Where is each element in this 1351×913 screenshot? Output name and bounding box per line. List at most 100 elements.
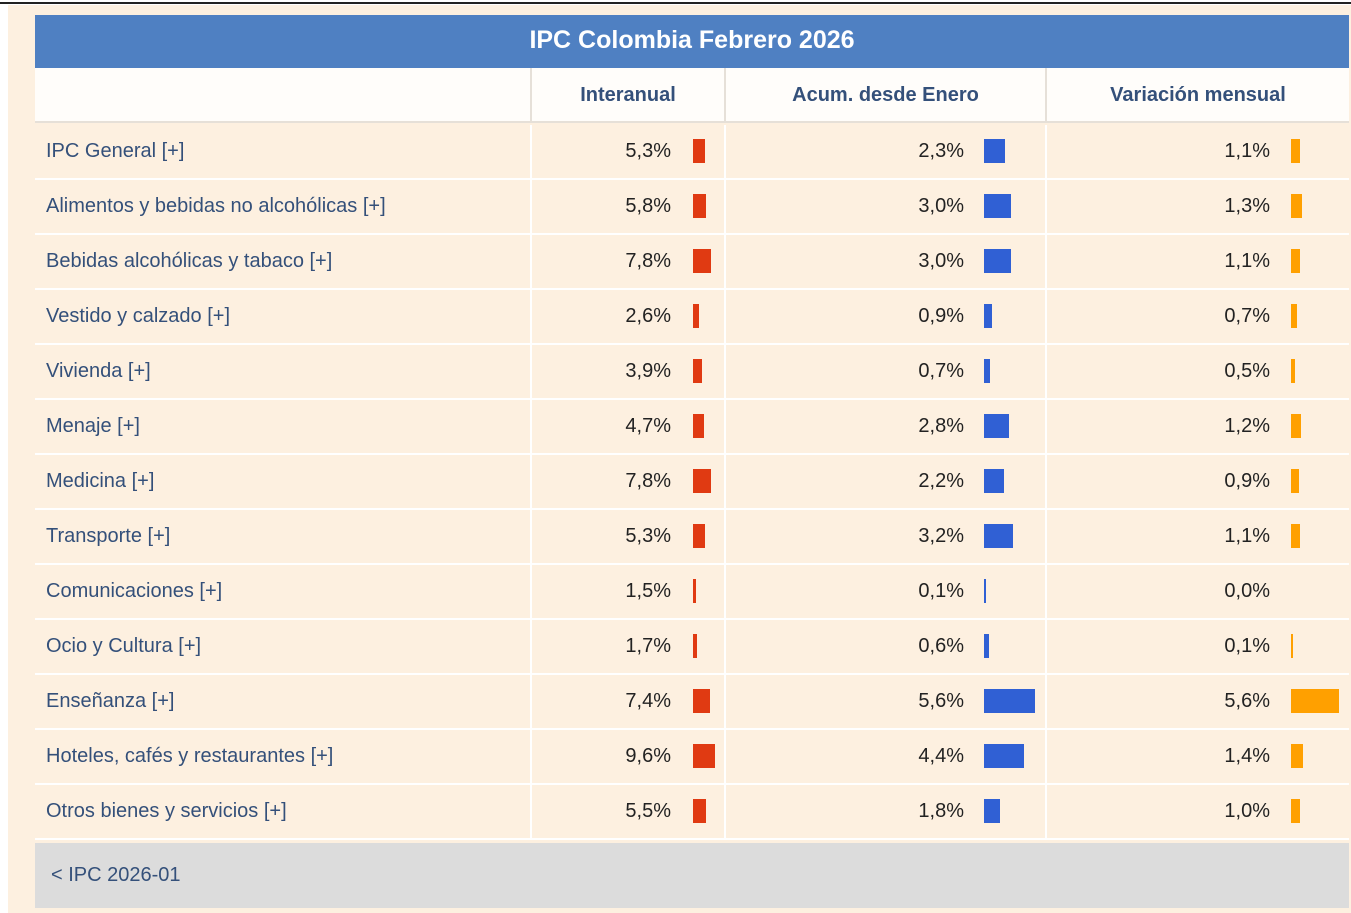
- table-row: Menaje [+] 4,7% 2,8% 1,2%: [35, 400, 1349, 455]
- value-label: 1,2%: [1224, 415, 1270, 437]
- value-bar: [693, 524, 706, 548]
- table-row: Vestido y calzado [+] 2,6% 0,9% 0,7%: [35, 290, 1349, 345]
- value-bar: [1291, 139, 1301, 163]
- row-label[interactable]: Vivienda [+]: [46, 360, 151, 382]
- value-label: 1,3%: [1224, 195, 1270, 217]
- value-bar: [984, 689, 1035, 713]
- column-header: Variación mensual: [1045, 68, 1349, 123]
- cell-border: [724, 400, 1045, 453]
- row-label[interactable]: Enseñanza [+]: [46, 690, 175, 712]
- cell-border: [530, 620, 724, 673]
- value-label: 5,3%: [625, 140, 671, 162]
- value-bar: [1291, 799, 1300, 823]
- value-label: 9,6%: [625, 745, 671, 767]
- cell-border: [530, 565, 724, 618]
- cell-border: [530, 730, 724, 783]
- value-bar: [693, 359, 702, 383]
- value-bar: [1291, 414, 1302, 438]
- cell-border: [530, 675, 724, 728]
- column-header: Interanual: [530, 68, 724, 123]
- cell-border: [530, 455, 724, 508]
- value-label: 3,0%: [918, 195, 964, 217]
- row-label[interactable]: Transporte [+]: [46, 525, 171, 547]
- footer: < IPC 2026-01: [35, 843, 1349, 908]
- cell-border: [1045, 345, 1349, 398]
- row-label[interactable]: Medicina [+]: [46, 470, 155, 492]
- value-label: 3,9%: [625, 360, 671, 382]
- row-label[interactable]: IPC General [+]: [46, 140, 185, 162]
- value-label: 0,7%: [918, 360, 964, 382]
- value-bar: [984, 634, 990, 658]
- cell-border: [530, 125, 724, 178]
- value-bar: [984, 799, 1001, 823]
- cell-border: [724, 345, 1045, 398]
- table-row: Vivienda [+] 3,9% 0,7% 0,5%: [35, 345, 1349, 400]
- value-label: 3,2%: [918, 525, 964, 547]
- value-bar: [984, 744, 1025, 768]
- value-bar: [1291, 194, 1303, 218]
- value-label: 4,4%: [918, 745, 964, 767]
- cell-border: [1045, 565, 1349, 618]
- cell-border: [724, 180, 1045, 233]
- row-label[interactable]: Bebidas alcohólicas y tabaco [+]: [46, 250, 333, 272]
- value-label: 0,0%: [1224, 580, 1270, 602]
- table-row: Otros bienes y servicios [+] 5,5% 1,8% 1,0%: [35, 785, 1349, 840]
- value-bar: [1291, 524, 1301, 548]
- value-label: 3,0%: [918, 250, 964, 272]
- value-label: 2,6%: [625, 305, 671, 327]
- value-label: 7,8%: [625, 250, 671, 272]
- value-bar: [1291, 689, 1340, 713]
- table-row: Ocio y Cultura [+] 1,7% 0,6% 0,1%: [35, 620, 1349, 675]
- value-bar: [1291, 469, 1299, 493]
- previous-link[interactable]: < IPC 2026-01: [51, 864, 181, 886]
- value-bar: [984, 194, 1012, 218]
- row-label[interactable]: Otros bienes y servicios [+]: [46, 800, 287, 822]
- value-bar: [984, 414, 1010, 438]
- cell-border: [530, 235, 724, 288]
- cell-border: [1045, 730, 1349, 783]
- row-label[interactable]: Menaje [+]: [46, 415, 140, 437]
- row-label[interactable]: Comunicaciones [+]: [46, 580, 223, 602]
- value-label: 5,5%: [625, 800, 671, 822]
- cell-border: [724, 785, 1045, 838]
- cell-border: [1045, 180, 1349, 233]
- value-bar: [984, 359, 991, 383]
- cell-border: [530, 345, 724, 398]
- value-label: 4,7%: [625, 415, 671, 437]
- value-bar: [693, 414, 704, 438]
- row-label[interactable]: Vestido y calzado [+]: [46, 305, 231, 327]
- value-bar: [693, 304, 699, 328]
- cell-border: [530, 785, 724, 838]
- value-bar: [1291, 634, 1293, 658]
- value-bar: [1291, 744, 1304, 768]
- value-bar: [693, 139, 706, 163]
- value-label: 7,8%: [625, 470, 671, 492]
- cell-border: [1045, 785, 1349, 838]
- row-label[interactable]: Hoteles, cafés y restaurantes [+]: [46, 745, 334, 767]
- value-label: 1,0%: [1224, 800, 1270, 822]
- table-row: Hoteles, cafés y restaurantes [+] 9,6% 4,4…: [35, 730, 1349, 785]
- cell-border: [530, 400, 724, 453]
- cell-border: [1045, 455, 1349, 508]
- value-bar: [693, 194, 707, 218]
- value-bar: [984, 139, 1005, 163]
- table-row: Comunicaciones [+] 1,5% 0,1% 0,0%: [35, 565, 1349, 620]
- value-bar: [693, 744, 716, 768]
- value-label: 1,5%: [625, 580, 671, 602]
- value-label: 5,6%: [918, 690, 964, 712]
- value-label: 0,9%: [918, 305, 964, 327]
- row-label[interactable]: Alimentos y bebidas no alcohólicas [+]: [46, 195, 386, 217]
- cell-border: [724, 510, 1045, 563]
- row-label[interactable]: Ocio y Cultura [+]: [46, 635, 202, 657]
- value-label: 5,6%: [1224, 690, 1270, 712]
- cell-border: [724, 730, 1045, 783]
- cell-border: [724, 235, 1045, 288]
- value-label: 5,8%: [625, 195, 671, 217]
- value-label: 0,5%: [1224, 360, 1270, 382]
- value-label: 0,1%: [918, 580, 964, 602]
- value-bar: [984, 304, 993, 328]
- value-bar: [693, 249, 711, 273]
- cell-border: [724, 620, 1045, 673]
- value-label: 2,3%: [918, 140, 964, 162]
